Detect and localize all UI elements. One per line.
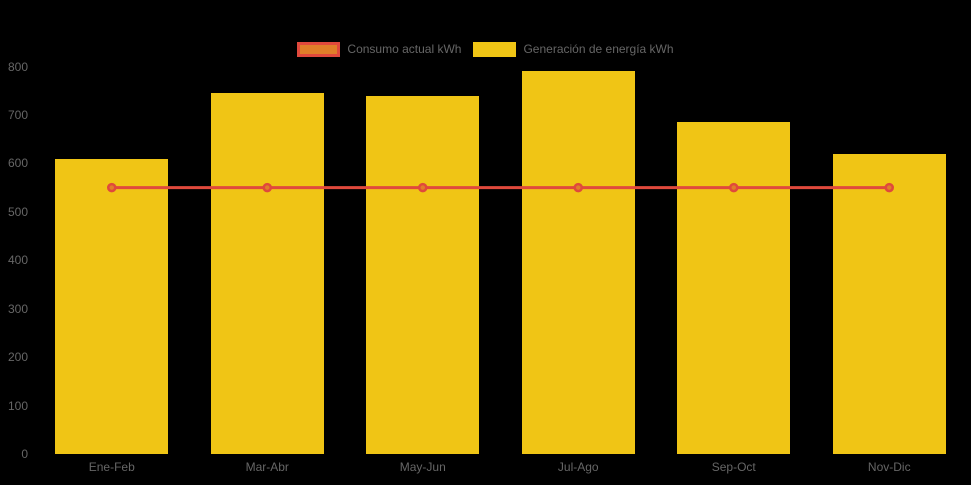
y-axis-tick-label: 200	[7, 350, 28, 365]
consumo-legend-swatch	[297, 42, 341, 57]
x-axis-category-label: Mar-Abr	[245, 460, 289, 474]
y-axis-tick-label: 400	[7, 253, 28, 268]
y-axis-tick-label: 700	[7, 107, 28, 122]
generation-bar[interactable]	[832, 153, 946, 454]
legend-item-generacion[interactable]: Generación de energía kWh	[473, 42, 674, 57]
generation-bar[interactable]	[210, 93, 324, 454]
generacion-legend-label: Generación de energía kWh	[523, 42, 674, 56]
consumo-legend-label: Consumo actual kWh	[347, 42, 462, 56]
generacion-legend-swatch	[473, 42, 517, 57]
y-axis-tick-label: 500	[7, 204, 28, 219]
chart-legend: Consumo actual kWh Generación de energía…	[0, 42, 971, 57]
legend-item-consumo[interactable]: Consumo actual kWh	[297, 42, 461, 57]
y-axis-tick-label: 600	[7, 156, 28, 171]
y-axis-tick-label: 800	[7, 59, 28, 74]
generation-bar[interactable]	[521, 71, 635, 454]
generation-bar[interactable]	[55, 158, 169, 454]
generation-bar[interactable]	[366, 95, 480, 454]
x-axis-category-label: Sep-Oct	[711, 460, 756, 474]
generation-bar[interactable]	[677, 122, 791, 454]
x-axis-category-label: Jul-Ago	[557, 460, 599, 474]
x-axis-category-label: Nov-Dic	[867, 460, 911, 474]
x-axis-category-label: Ene-Feb	[88, 460, 135, 474]
y-axis-tick-label: 0	[21, 447, 28, 461]
y-axis-tick-label: 300	[7, 301, 28, 316]
x-axis-category-label: May-Jun	[399, 460, 446, 474]
y-axis-tick-label: 100	[7, 398, 28, 413]
